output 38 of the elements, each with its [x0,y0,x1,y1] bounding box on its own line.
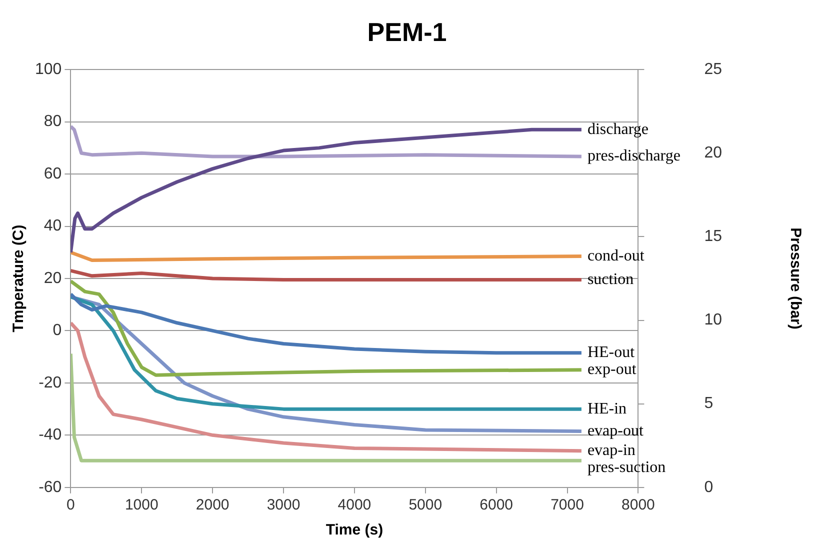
series-label: discharge [587,120,648,138]
series-label: suction [587,271,634,288]
series-label: pres-suction [587,459,666,476]
x-tick-label: 0 [66,496,75,514]
y-tick-label: 100 [34,61,62,78]
x-tick-label: 5000 [408,496,442,514]
x-tick-label: 1000 [124,496,158,514]
y-tick-label: 60 [44,165,62,182]
y2-tick-label: 20 [704,144,722,162]
x-axis-title: Time (s) [326,522,384,539]
chart-title: PEM-1 [367,17,447,48]
y2-tick-label: 15 [704,228,722,246]
y2-tick-label: 25 [704,61,722,78]
y-tick-label: 20 [44,270,62,287]
x-tick-label: 6000 [480,496,514,514]
y-axis-title: Tmperature (C) [10,224,28,332]
x-tick-label: 4000 [338,496,372,514]
y-tick-label: -60 [38,478,62,496]
y2-tick-label: 10 [704,312,722,329]
y-tick-label: 40 [44,218,62,235]
x-tick-label: 3000 [266,496,300,514]
series-label: HE-out [587,344,636,362]
x-tick-label: 8000 [622,496,655,514]
y-tick-label: 80 [44,113,62,130]
series-label: evap-out [587,422,644,440]
y2-axis-title: Pressure (bar) [786,228,804,330]
y-tick-label: -20 [38,374,62,392]
series-label: pres-discharge [587,148,680,165]
x-tick-label: 7000 [550,496,584,514]
y2-tick-label: 5 [704,395,714,412]
series-label: cond-out [587,248,645,265]
series-label: evap-in [587,442,636,460]
x-tick-label: 2000 [196,496,230,514]
y-tick-label: -40 [38,426,62,444]
series-label: exp-out [587,361,637,378]
y-tick-label: 0 [52,322,62,340]
y2-tick-label: 0 [704,478,714,496]
series-label: HE-in [587,400,627,418]
